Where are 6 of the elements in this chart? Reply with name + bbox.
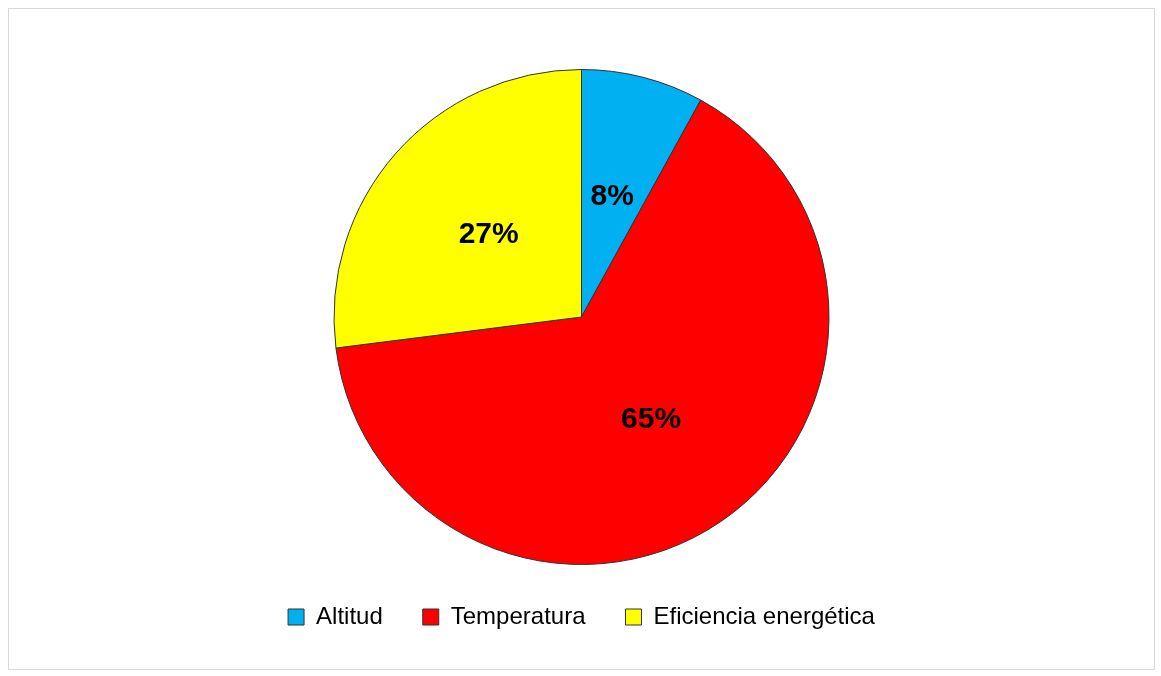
legend-label: Altitud	[316, 601, 383, 629]
legend-label: Eficiencia energética	[653, 601, 876, 629]
data-label: 65%	[621, 400, 682, 434]
data-label: 27%	[458, 216, 519, 250]
legend-label: Temperatura	[450, 601, 587, 629]
data-label: 8%	[590, 178, 634, 212]
